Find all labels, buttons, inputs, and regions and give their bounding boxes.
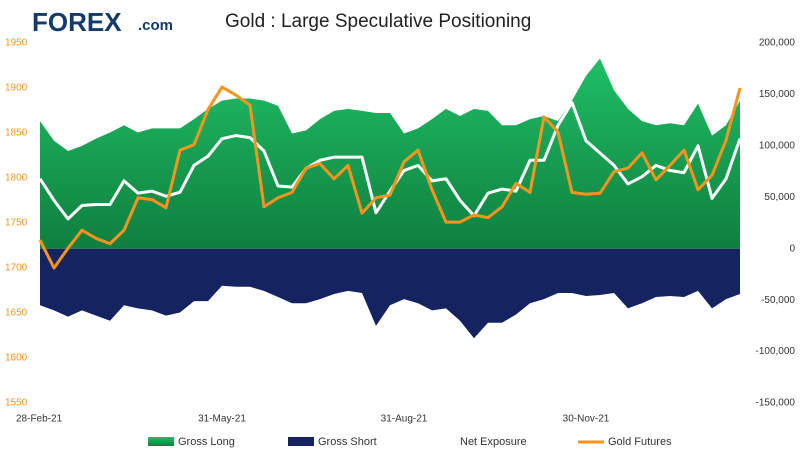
legend-item: Gold Futures	[578, 436, 672, 448]
logo: FOREX .com	[32, 7, 173, 37]
x-tick-label: 28-Feb-21	[16, 414, 63, 425]
y2-tick-label: -100,000	[756, 346, 796, 357]
logo-name: FOREX	[32, 7, 122, 37]
legend-swatch	[148, 437, 174, 446]
legend-swatch	[288, 437, 314, 446]
x-tick-label: 31-May-21	[198, 414, 246, 425]
y2-tick-label: 0	[789, 243, 795, 254]
y-tick-label: 1550	[5, 398, 28, 409]
legend-label: Gross Long	[178, 436, 235, 448]
x-tick-label: 30-Nov-21	[563, 414, 610, 425]
y-tick-label: 1600	[5, 353, 28, 364]
y-tick-label: 1900	[5, 83, 28, 94]
legend-label: Gold Futures	[608, 436, 672, 448]
legend-label: Net Exposure	[460, 436, 527, 448]
y2-tick-label: 200,000	[759, 38, 796, 49]
y2-tick-label: -150,000	[756, 398, 796, 409]
y-tick-label: 1650	[5, 308, 28, 319]
y-tick-label: 1750	[5, 218, 28, 229]
x-tick-label: 31-Aug-21	[381, 414, 428, 425]
y2-tick-label: 50,000	[764, 192, 795, 203]
line	[38, 85, 742, 270]
y-tick-label: 1800	[5, 173, 28, 184]
chart-title: Gold : Large Speculative Positioning	[225, 11, 531, 32]
legend-label: Gross Short	[318, 436, 377, 448]
y-tick-label: 1700	[5, 263, 28, 274]
area	[40, 58, 740, 249]
legend-item: Gross Short	[288, 436, 377, 448]
line	[38, 101, 742, 221]
y2-tick-label: -50,000	[761, 295, 795, 306]
y2-tick-label: 100,000	[759, 140, 796, 151]
logo-suffix: .com	[138, 17, 173, 34]
area	[40, 248, 740, 339]
legend-item: Net Exposure	[430, 436, 527, 448]
y2-tick-label: 150,000	[759, 89, 796, 100]
legend-item: Gross Long	[148, 436, 235, 448]
y-tick-label: 1950	[5, 38, 28, 49]
y-tick-label: 1850	[5, 128, 28, 139]
